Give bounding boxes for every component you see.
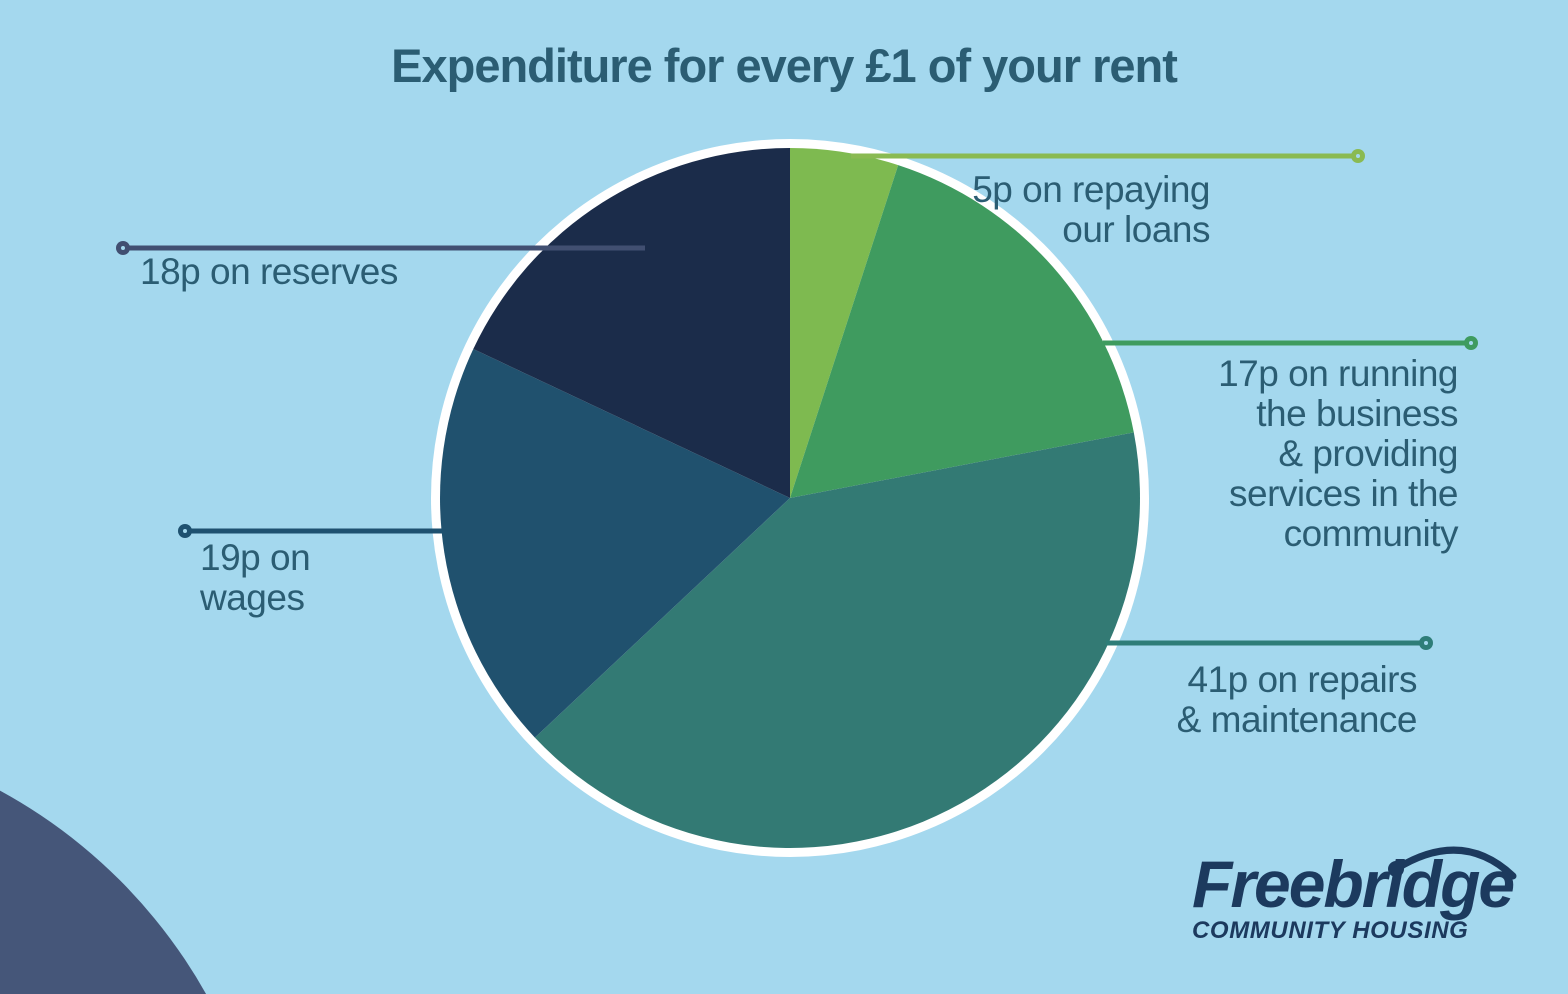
pie-slice-running — [790, 165, 1134, 498]
pie-chart — [440, 147, 1140, 848]
swoosh-arc — [1392, 846, 1517, 880]
pie-slice-reserves — [473, 148, 790, 498]
callout-loans-label: 5p on repaying our loans — [972, 169, 1210, 250]
callout-leader-lines — [128, 153, 1466, 646]
pie-slice-loans — [790, 147, 899, 498]
dot-wages-hole — [183, 529, 187, 533]
swoosh-dot — [1388, 861, 1404, 877]
dot-repairs-hole — [1424, 641, 1428, 645]
callout-repairs-label: 41p on repairs & maintenance — [1176, 659, 1418, 740]
corner-circle-decoration — [0, 790, 207, 994]
logo-name: Freebridge — [1192, 847, 1515, 921]
callout-reserves-label: 18p on reserves — [140, 251, 398, 292]
dot-reserves-hole — [121, 246, 125, 250]
callout-end-dots — [116, 149, 1478, 650]
logo-swoosh-icon — [1388, 846, 1517, 880]
dot-running-hole — [1469, 341, 1473, 345]
logo-tagline: COMMUNITY HOUSING — [1192, 917, 1469, 944]
freebridge-logo: Freebridge COMMUNITY HOUSING — [1192, 847, 1515, 945]
chart-title: Expenditure for every £1 of your rent — [391, 39, 1178, 92]
callout-running-label: 17p on running the business & providing … — [1218, 353, 1458, 554]
pie-slice-repairs — [534, 432, 1140, 848]
callout-wages-label: 19p on wages — [200, 537, 311, 618]
pie-slice-wages — [440, 349, 790, 738]
dot-loans-hole — [1356, 154, 1360, 158]
